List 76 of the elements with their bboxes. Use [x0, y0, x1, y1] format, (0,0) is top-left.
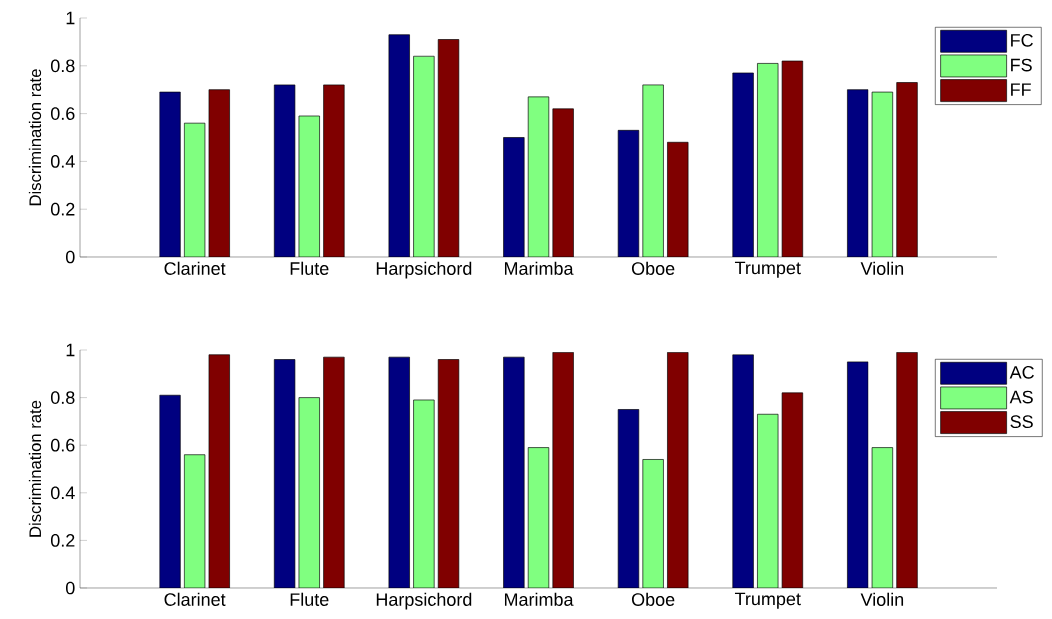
- x-tick-label: Marimba: [504, 261, 574, 275]
- bar: [552, 352, 574, 588]
- x-tick-label: Flute: [290, 592, 329, 606]
- x-tick-label: Trumpet: [734, 261, 801, 278]
- bar: [298, 397, 320, 588]
- bar: [503, 356, 525, 588]
- bar: [388, 34, 410, 257]
- y-tick-label: 0.8: [50, 59, 75, 73]
- bar: [159, 91, 181, 257]
- bar: [617, 129, 640, 257]
- bar: [413, 399, 435, 588]
- bar: [527, 447, 550, 588]
- bar: [503, 137, 525, 257]
- legend-label: FF: [1011, 83, 1031, 96]
- bar: [781, 392, 804, 588]
- bar: [781, 60, 804, 257]
- bar: [437, 39, 460, 257]
- bar: [617, 409, 640, 588]
- bar: [871, 447, 894, 588]
- bar: [323, 356, 345, 588]
- legend-label: FC: [1011, 33, 1033, 47]
- y-tick-label: 0.6: [50, 107, 75, 120]
- y-tick-label: 0.4: [50, 486, 75, 500]
- bar: [896, 352, 918, 588]
- bar: [208, 89, 230, 257]
- x-tick-label: Flute: [290, 261, 329, 275]
- legend-label: AC: [1009, 365, 1034, 379]
- y-axis-title: Discrimination rate: [28, 400, 42, 537]
- y-tick-label: 0.4: [50, 155, 75, 168]
- y-tick-label: 0: [66, 250, 75, 264]
- bar: [413, 55, 435, 257]
- bar: [437, 359, 460, 588]
- bar: [847, 89, 869, 257]
- x-tick-label: Clarinet: [164, 592, 226, 606]
- bar: [732, 354, 754, 588]
- bar: [183, 122, 206, 257]
- bar: [323, 84, 345, 257]
- bar: [208, 354, 230, 588]
- x-tick-label: Oboe: [631, 261, 675, 275]
- x-tick-label: Marimba: [504, 592, 574, 606]
- bar: [183, 454, 206, 588]
- x-tick-label: Harpsichord: [376, 592, 472, 610]
- y-tick-label: 0: [66, 581, 75, 595]
- bar: [642, 459, 664, 588]
- x-tick-label: Clarinet: [164, 261, 226, 275]
- bar: [642, 84, 664, 257]
- bar: [388, 356, 410, 588]
- bar: [273, 359, 296, 588]
- bar: [732, 72, 754, 257]
- bar: [298, 115, 320, 257]
- bar: [847, 361, 869, 588]
- y-tick-label: 0.6: [50, 438, 75, 452]
- bar: [667, 141, 689, 257]
- bar: [757, 413, 779, 588]
- bar: [757, 63, 779, 257]
- y-tick-label: 0.8: [50, 391, 75, 404]
- legend-label: FS: [1011, 58, 1032, 72]
- x-tick-label: Harpsichord: [376, 261, 472, 279]
- x-tick-label: Violin: [860, 592, 904, 606]
- bar: [159, 394, 181, 588]
- bar: [871, 91, 894, 257]
- bar: [896, 82, 918, 257]
- x-tick-label: Violin: [860, 261, 904, 275]
- bar: [273, 84, 296, 257]
- x-tick-label: Oboe: [631, 592, 675, 606]
- bar: [552, 108, 574, 257]
- y-tick-label: 1: [66, 343, 75, 357]
- y-tick-label: 1: [66, 11, 75, 25]
- y-axis-title: Discrimination rate: [28, 69, 42, 206]
- x-tick-label: Trumpet: [734, 592, 801, 609]
- bar: [667, 352, 689, 588]
- legend-label: AS: [1009, 390, 1033, 404]
- y-tick-label: 0.2: [50, 202, 75, 216]
- bar: [527, 96, 550, 257]
- legend-label: SS: [1010, 415, 1033, 429]
- y-tick-label: 0.2: [50, 534, 75, 547]
